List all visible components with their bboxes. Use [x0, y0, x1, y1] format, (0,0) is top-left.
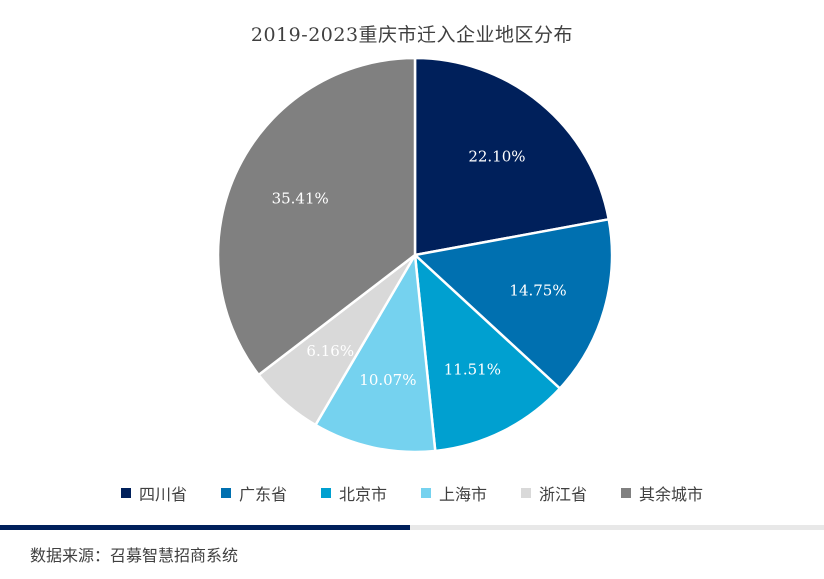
legend-label: 广东省	[238, 485, 287, 504]
legend-item-zhejiang: 浙江省	[521, 481, 587, 505]
data-source-note: 数据来源：召募智慧招商系统	[30, 546, 239, 565]
chart-title: 2019-2023重庆市迁入企业地区分布	[250, 24, 574, 46]
pie-slice-other-cities	[216, 56, 417, 377]
legend-label: 四川省	[138, 485, 187, 504]
footer-divider-accent	[0, 525, 410, 530]
legend-label: 上海市	[439, 485, 488, 504]
legend-swatch-icon	[621, 488, 632, 498]
legend-swatch-icon	[220, 488, 231, 498]
legend-item-beijing: 北京市	[320, 481, 387, 505]
legend-swatch-icon	[521, 488, 532, 498]
legend-item-sichuan: 四川省	[120, 481, 187, 505]
data-label-other-cities: 35.41%	[272, 189, 329, 207]
legend-item-other-cities: 其余城市	[621, 481, 703, 505]
pie-slice-guangdong	[412, 217, 614, 391]
legend-swatch-icon	[320, 488, 331, 498]
legend-swatch-icon	[421, 488, 431, 498]
data-label-shanghai: 10.07%	[359, 371, 416, 389]
data-label-zhejiang: 6.16%	[306, 342, 354, 360]
legend-label: 其余城市	[639, 485, 704, 504]
footer-divider	[0, 525, 824, 530]
data-label-sichuan: 22.10%	[468, 148, 525, 166]
data-label-beijing: 11.51%	[444, 360, 501, 378]
chart-legend: 四川省 广东省 北京市 上海市 浙江省 其余城市	[0, 481, 824, 505]
data-label-guangdong: 14.75%	[509, 282, 566, 300]
pie-slice-beijing	[413, 251, 562, 453]
legend-item-guangdong: 广东省	[220, 481, 287, 505]
legend-swatch-icon	[120, 488, 131, 498]
legend-label: 北京市	[338, 485, 387, 504]
pie-slice-sichuan	[413, 56, 611, 257]
pie-slice-shanghai	[313, 251, 437, 454]
legend-label: 浙江省	[539, 485, 588, 504]
legend-item-shanghai: 上海市	[421, 481, 487, 505]
